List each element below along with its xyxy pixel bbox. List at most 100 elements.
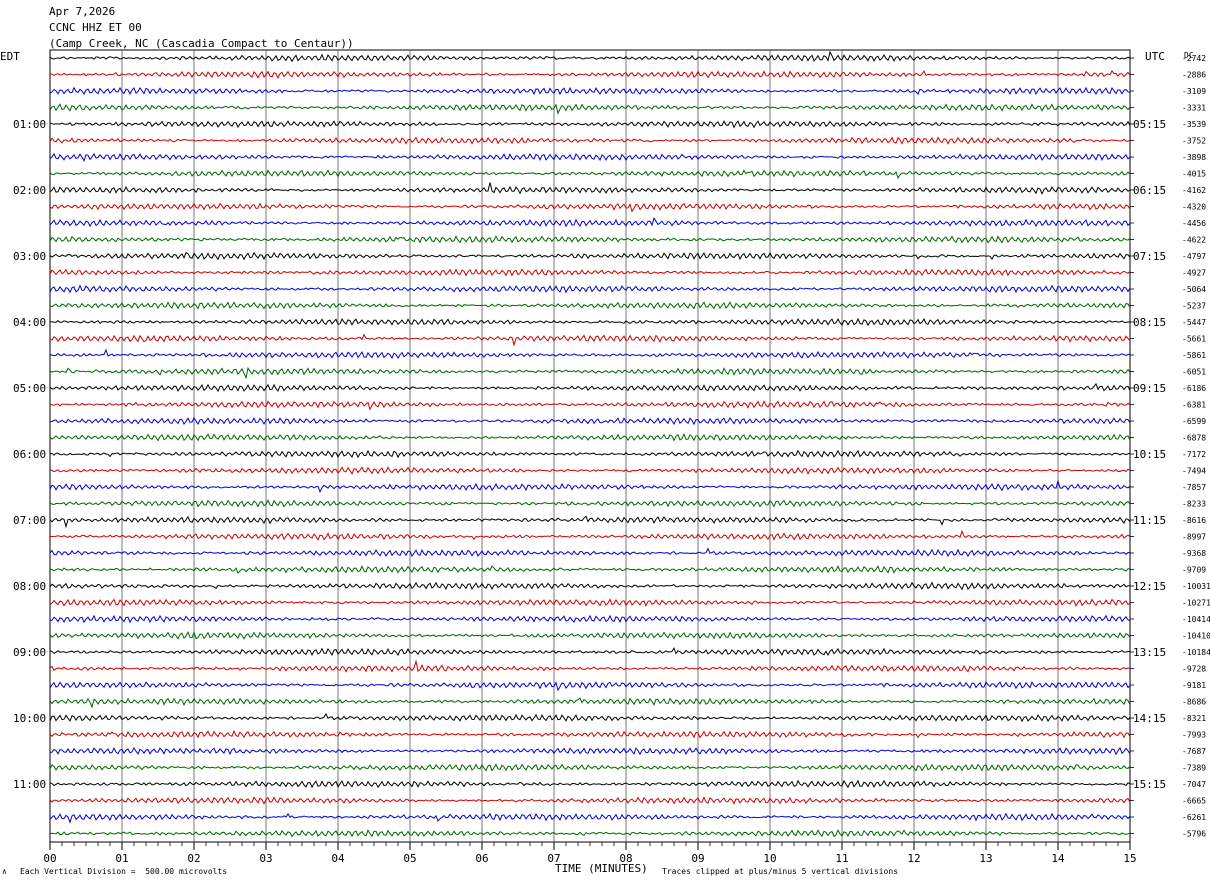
trace-row — [49, 235, 1131, 244]
x-tick-label: 15 — [1123, 852, 1136, 865]
trace-row — [49, 729, 1131, 739]
dc-offset-label: -3898 — [1182, 153, 1206, 162]
dc-offset-label: -4320 — [1182, 203, 1206, 212]
right-hour-label: 08:15 — [1133, 316, 1166, 329]
dc-offset-label: -4015 — [1182, 170, 1206, 179]
trace-row — [49, 120, 1131, 129]
trace-row — [49, 333, 1131, 347]
location-label: (Camp Creek, NC (Cascadia Compact to Cen… — [49, 37, 354, 50]
trace-row — [49, 317, 1131, 327]
right-hour-label: 14:15 — [1133, 712, 1166, 725]
right-hour-label: 11:15 — [1133, 514, 1166, 527]
dc-offset-label: -6186 — [1182, 384, 1206, 393]
corner-mark: ∧ — [2, 867, 7, 876]
dc-label: DC — [1184, 51, 1194, 60]
dc-offset-label: -10271 — [1182, 599, 1210, 608]
trace-row — [49, 86, 1131, 96]
trace-row — [49, 169, 1131, 180]
dc-offset-label: -8997 — [1182, 533, 1206, 542]
trace-row — [49, 565, 1130, 574]
x-tick-label: 00 — [43, 852, 56, 865]
x-tick-label: 14 — [1051, 852, 1065, 865]
x-tick-label: 10 — [763, 852, 776, 865]
x-tick-label: 08 — [619, 852, 632, 865]
dc-offset-label: -9709 — [1182, 566, 1206, 575]
left-hour-label: 07:00 — [13, 514, 46, 527]
trace-row — [49, 348, 1131, 360]
dc-offset-label: -7047 — [1182, 780, 1206, 789]
left-hour-label: 10:00 — [13, 712, 46, 725]
trace-row — [49, 50, 1131, 63]
trace-row — [49, 466, 1131, 475]
dc-offset-label: -7494 — [1182, 467, 1206, 476]
left-hour-label: 05:00 — [13, 382, 46, 395]
dc-offset-label: -8686 — [1182, 698, 1206, 707]
trace-layer — [49, 50, 1131, 838]
dc-offset-label: -5661 — [1182, 335, 1206, 344]
dc-offset-label: -7687 — [1182, 747, 1206, 756]
trace-row — [49, 284, 1131, 294]
right-timezone-label: UTC — [1145, 50, 1165, 63]
dc-offset-label: -6051 — [1182, 368, 1206, 377]
dc-offset-label: -5064 — [1182, 285, 1206, 294]
dc-offset-label: -9368 — [1182, 549, 1206, 558]
station-label: CCNC HHZ ET 00 — [49, 21, 142, 34]
right-hour-label: 05:15 — [1133, 118, 1166, 131]
left-hour-label: 01:00 — [13, 118, 46, 131]
date-label: Apr 7,2026 — [49, 5, 116, 18]
trace-row — [49, 498, 1131, 508]
trace-row — [49, 382, 1131, 393]
trace-row — [49, 479, 1131, 494]
trace-row — [50, 746, 1131, 756]
left-hour-label: 06:00 — [13, 448, 46, 461]
right-hour-label: 10:15 — [1133, 448, 1166, 461]
trace-row — [49, 796, 1131, 805]
right-hour-label: 13:15 — [1133, 646, 1166, 659]
x-tick-label: 09 — [691, 852, 704, 865]
dc-offset-label: -10414 — [1182, 615, 1210, 624]
left-hour-label: 04:00 — [13, 316, 46, 329]
dc-offset-label: -4622 — [1182, 236, 1206, 245]
dc-offset-label: -7172 — [1182, 450, 1206, 459]
dc-offset-label: -3539 — [1182, 120, 1206, 129]
left-hour-label: 02:00 — [13, 184, 46, 197]
trace-row — [49, 69, 1131, 79]
dc-offset-label: -4456 — [1182, 219, 1206, 228]
left-hour-label: 09:00 — [13, 646, 46, 659]
trace-row — [49, 779, 1131, 789]
trace-row — [49, 449, 1131, 459]
dc-offset-label: -4162 — [1182, 186, 1206, 195]
dc-offset-label: -7993 — [1182, 731, 1206, 740]
dc-offset-label: -7857 — [1182, 483, 1206, 492]
trace-row — [49, 152, 1131, 163]
x-tick-label: 07 — [547, 852, 560, 865]
dc-offset-label: -6381 — [1182, 401, 1206, 410]
scale-note: Each Vertical Division = 500.00 microvol… — [20, 867, 228, 876]
trace-row — [49, 697, 1131, 709]
trace-row — [49, 763, 1131, 772]
left-hour-label: 08:00 — [13, 580, 46, 593]
x-tick-label: 06 — [475, 852, 488, 865]
x-tick-label: 03 — [259, 852, 272, 865]
dc-offset-label: -5237 — [1182, 302, 1206, 311]
plot-header: Apr 7,2026 CCNC HHZ ET 00 (Camp Creek, N… — [49, 4, 354, 52]
right-hour-label: 12:15 — [1133, 580, 1166, 593]
trace-row — [49, 515, 1131, 529]
trace-row — [49, 812, 1131, 824]
right-hour-label: 06:15 — [1133, 184, 1166, 197]
dc-offset-label: -6665 — [1182, 797, 1206, 806]
trace-row — [49, 136, 1131, 145]
trace-row — [49, 268, 1131, 277]
dc-offset-label: -8233 — [1182, 500, 1206, 509]
x-tick-label: 04 — [331, 852, 345, 865]
right-hour-label: 15:15 — [1133, 778, 1166, 791]
trace-row — [49, 182, 1131, 195]
dc-offset-label: -2742 — [1182, 54, 1206, 63]
dc-offset-label: -4927 — [1182, 269, 1206, 278]
dc-offset-label: -9728 — [1182, 665, 1206, 674]
grid-layer — [49, 49, 1134, 850]
dc-offset-label: -4797 — [1182, 252, 1206, 261]
trace-row — [49, 202, 1131, 213]
dc-offset-label: -3109 — [1182, 87, 1206, 96]
